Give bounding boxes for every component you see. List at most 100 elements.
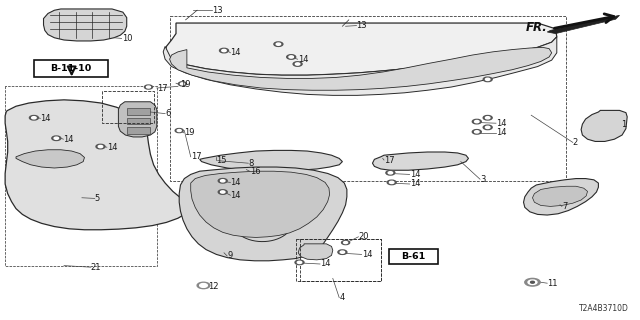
FancyArrowPatch shape (554, 14, 614, 28)
Text: 14: 14 (298, 55, 308, 64)
Text: 15: 15 (216, 156, 227, 164)
Circle shape (32, 117, 36, 119)
Text: 17: 17 (157, 84, 168, 92)
Circle shape (218, 190, 227, 194)
Text: 14: 14 (63, 135, 74, 144)
Circle shape (386, 171, 395, 175)
Text: B-11-10: B-11-10 (51, 64, 92, 73)
Circle shape (180, 83, 184, 85)
Circle shape (287, 55, 296, 59)
Text: 6: 6 (165, 109, 170, 118)
Polygon shape (298, 244, 333, 260)
Circle shape (483, 77, 492, 82)
Circle shape (197, 282, 210, 289)
Text: 11: 11 (547, 279, 557, 288)
Text: 14: 14 (230, 191, 241, 200)
Circle shape (483, 125, 492, 130)
Circle shape (220, 48, 228, 53)
Polygon shape (127, 118, 150, 124)
Text: 21: 21 (91, 263, 101, 272)
Circle shape (52, 136, 61, 140)
Text: 4: 4 (339, 293, 344, 302)
Polygon shape (372, 152, 468, 170)
Circle shape (220, 180, 225, 182)
Circle shape (218, 179, 227, 183)
Circle shape (200, 284, 207, 287)
Circle shape (472, 130, 481, 134)
Circle shape (344, 242, 348, 244)
Circle shape (274, 42, 283, 46)
Text: 14: 14 (496, 119, 506, 128)
Text: 13: 13 (356, 21, 367, 30)
Circle shape (293, 62, 302, 66)
Polygon shape (191, 171, 330, 237)
Circle shape (29, 116, 38, 120)
Circle shape (179, 82, 186, 86)
Text: 14: 14 (230, 48, 241, 57)
Circle shape (387, 180, 396, 185)
Text: FR.: FR. (525, 21, 547, 34)
Circle shape (177, 130, 181, 132)
Text: 10: 10 (122, 34, 132, 43)
Text: 14: 14 (40, 114, 51, 123)
Circle shape (175, 129, 183, 132)
Polygon shape (44, 9, 127, 41)
Circle shape (147, 86, 150, 88)
Text: 5: 5 (95, 194, 100, 203)
Text: 14: 14 (230, 178, 241, 187)
Polygon shape (165, 23, 557, 75)
Polygon shape (127, 127, 150, 134)
Text: 8: 8 (248, 159, 253, 168)
Polygon shape (170, 47, 552, 90)
Text: 3: 3 (480, 175, 485, 184)
Circle shape (486, 78, 490, 81)
Polygon shape (163, 37, 557, 95)
Circle shape (289, 56, 293, 58)
Circle shape (486, 126, 490, 129)
Circle shape (389, 181, 394, 184)
Circle shape (340, 251, 345, 253)
Polygon shape (532, 186, 588, 206)
Text: 19: 19 (184, 128, 194, 137)
Circle shape (297, 261, 302, 263)
Circle shape (483, 116, 492, 120)
Polygon shape (16, 150, 84, 168)
Text: 1: 1 (621, 120, 626, 129)
Circle shape (525, 278, 540, 286)
Text: 14: 14 (362, 250, 372, 259)
Circle shape (474, 121, 479, 123)
Circle shape (220, 191, 225, 193)
Circle shape (486, 117, 490, 119)
Polygon shape (5, 100, 189, 230)
Circle shape (342, 241, 349, 244)
Circle shape (276, 43, 280, 45)
Text: 12: 12 (208, 282, 218, 291)
FancyBboxPatch shape (389, 249, 438, 264)
Text: 17: 17 (191, 152, 202, 161)
Circle shape (531, 281, 534, 283)
Text: 14: 14 (320, 260, 330, 268)
Text: 13: 13 (212, 6, 223, 15)
Circle shape (388, 172, 393, 174)
Text: 9: 9 (227, 252, 232, 260)
Text: 14: 14 (496, 128, 506, 137)
Text: 2: 2 (573, 138, 578, 147)
Circle shape (145, 85, 152, 89)
Circle shape (528, 280, 537, 284)
Circle shape (296, 63, 300, 65)
Text: 14: 14 (410, 170, 420, 179)
Text: 14: 14 (107, 143, 117, 152)
Polygon shape (581, 110, 627, 141)
Circle shape (99, 145, 102, 148)
Polygon shape (547, 15, 620, 34)
Circle shape (474, 131, 479, 133)
Polygon shape (524, 179, 598, 215)
Circle shape (295, 260, 304, 265)
FancyBboxPatch shape (34, 60, 108, 77)
Polygon shape (127, 108, 150, 115)
Text: T2A4B3710D: T2A4B3710D (579, 304, 628, 313)
Polygon shape (200, 150, 342, 171)
Text: B-61: B-61 (401, 252, 426, 261)
Polygon shape (118, 102, 157, 137)
Circle shape (96, 144, 105, 149)
